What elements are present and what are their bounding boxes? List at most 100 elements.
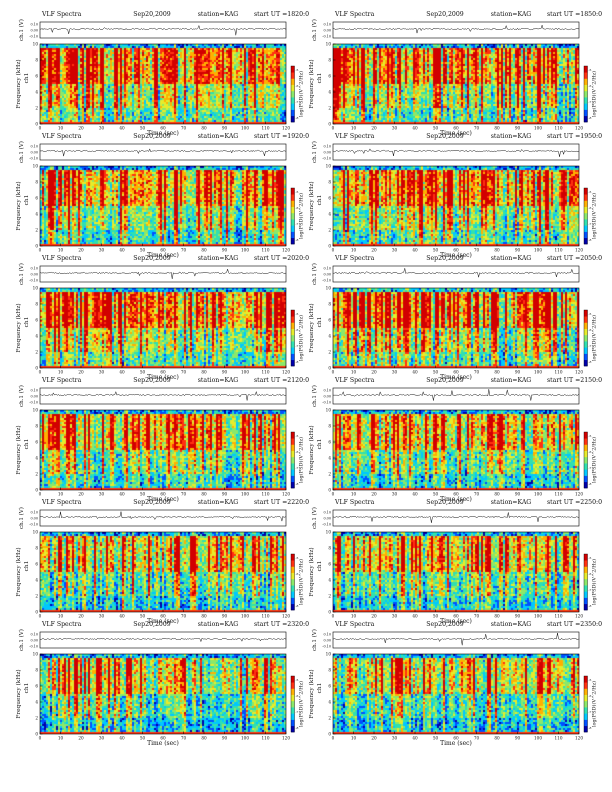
x-tick-label: 110 <box>262 248 270 253</box>
ch-tick-label: 0.00 <box>323 639 331 643</box>
ch-tick-label: -0.10 <box>322 523 331 527</box>
colorbar-label: log(PSD)(V^2/Hz) <box>591 681 598 727</box>
title-label: VLF Spectra <box>334 499 375 506</box>
x-tick-label: 120 <box>575 248 583 253</box>
x-tick-label: 110 <box>555 492 563 497</box>
panel-header: VLF Spectra Sep20,2009 station=KAG start UT… <box>41 133 309 140</box>
panel-svg: VLF Spectra Sep20,2009 station=KAG start UT… <box>15 11 309 137</box>
x-tick-label: 90 <box>222 614 228 619</box>
colorbar-swatch <box>584 682 588 689</box>
panel-header: VLF Spectra Sep20,2009 station=KAG start UT… <box>41 255 309 262</box>
date-label: Sep20,2009 <box>133 499 171 506</box>
ch-axis-label: ch.1 (V) <box>18 385 25 407</box>
colorbar-swatch <box>291 359 295 367</box>
station-label: station=KAG <box>198 11 239 18</box>
ch-tick-label: 0.00 <box>323 517 331 521</box>
colorbar-swatch <box>584 231 588 239</box>
spectrogram-panel: VLF Spectra Sep20,2009 station=KAG start UT… <box>10 8 309 137</box>
x-tick-label: 20 <box>78 248 84 253</box>
x-tick-label: 20 <box>371 614 377 619</box>
x-tick-label: 120 <box>282 248 290 253</box>
x-tick-label: 120 <box>282 736 290 741</box>
channel-trace-line <box>332 389 580 401</box>
colorbar-swatch <box>291 237 295 245</box>
colorbar-tick-label: -7 <box>296 100 299 104</box>
y-tick-label: 10 <box>33 164 39 169</box>
x-tick-label: 50 <box>433 614 439 619</box>
colorbar-label: log(PSD)(V^2/Hz) <box>298 437 305 483</box>
spectrogram-image <box>40 166 286 246</box>
colorbar-swatch <box>584 188 588 195</box>
ch-tick-label: -0.10 <box>29 401 38 405</box>
x-tick-label: 100 <box>534 126 542 131</box>
y-tick-label: 8 <box>328 668 331 673</box>
ch-axis-label: ch.1 (V) <box>311 263 318 285</box>
colorbar-swatch <box>584 591 588 598</box>
colorbar-swatch <box>584 219 588 226</box>
spectrogram-image <box>333 654 579 734</box>
ch-tick-label: 0.00 <box>30 151 38 155</box>
colorbar-swatch <box>291 456 295 464</box>
colorbar-swatch <box>584 200 588 207</box>
title-label: VLF Spectra <box>41 255 82 262</box>
x-tick-label: 100 <box>241 614 249 619</box>
colorbar-frame <box>583 431 588 489</box>
x-axis-label: Time (sec) <box>147 374 179 381</box>
x-tick-label: 70 <box>474 614 480 619</box>
colorbar-tick-label: -5 <box>589 68 592 72</box>
x-tick-label: 110 <box>262 126 270 131</box>
spectrogram-panel: VLF Spectra Sep20,2009 station=KAG start UT… <box>303 8 602 137</box>
x-tick-label: 20 <box>78 614 84 619</box>
x-tick-label: 60 <box>160 370 166 375</box>
y-tick-label: 4 <box>328 578 331 583</box>
colorbar-swatch <box>584 444 588 451</box>
x-tick-label: 110 <box>555 736 563 741</box>
start-time-label: start UT =2020:0 <box>254 255 309 262</box>
colorbar-tick-label: -5 <box>296 556 299 560</box>
colorbar-tick-label: -8 <box>296 726 299 730</box>
spectrogram-image <box>333 166 579 246</box>
y-tick-label: 4 <box>328 212 331 217</box>
x-tick-label: 30 <box>99 492 105 497</box>
x-tick-label: 90 <box>222 248 228 253</box>
station-label: station=KAG <box>198 621 239 628</box>
colorbar-tick-label: -5 <box>296 434 299 438</box>
x-tick-label: 120 <box>575 492 583 497</box>
y-tick-label: 6 <box>35 318 38 323</box>
x-axis-label: Time (sec) <box>147 252 179 259</box>
colorbar-swatch <box>291 713 295 720</box>
x-tick-label: 10 <box>58 492 64 497</box>
y-tick-label: 0 <box>35 122 38 127</box>
channel-label: ch1 <box>317 195 323 206</box>
x-tick-label: 80 <box>494 248 500 253</box>
y-tick-label: 6 <box>35 74 38 79</box>
panel-svg: VLF Spectra Sep20,2009 station=KAG start UT… <box>308 377 602 503</box>
x-tick-label: 10 <box>351 736 357 741</box>
colorbar-swatch <box>291 719 295 727</box>
y-tick-label: 6 <box>35 440 38 445</box>
colorbar-swatch <box>584 585 588 592</box>
colorbar-swatch <box>584 103 588 110</box>
ch-tick-label: -0.10 <box>322 645 331 649</box>
colorbar-tick-label: -7 <box>589 710 592 714</box>
ch-axis-label: ch.1 (V) <box>311 629 318 651</box>
colorbar-tick-label: -7 <box>296 222 299 226</box>
y-tick-label: 2 <box>35 716 38 721</box>
colorbar-swatch <box>584 432 588 439</box>
x-tick-label: 20 <box>371 736 377 741</box>
x-tick-label: 100 <box>241 492 249 497</box>
ch-tick-label: 0.10 <box>30 23 38 27</box>
colorbar-tick-label: -8 <box>296 482 299 486</box>
ch-tick-label: -0.10 <box>322 35 331 39</box>
y-tick-label: 6 <box>328 74 331 79</box>
x-tick-label: 60 <box>160 492 166 497</box>
colorbar-swatch <box>584 115 588 123</box>
ch-tick-label: 0.10 <box>30 389 38 393</box>
colorbar-swatch <box>584 334 588 342</box>
x-tick-label: 50 <box>140 736 146 741</box>
colorbar-swatch <box>584 450 588 458</box>
panel-svg: VLF Spectra Sep20,2009 station=KAG start UT… <box>308 255 602 381</box>
colorbar-swatch <box>291 231 295 239</box>
y-tick-label: 0 <box>35 488 38 493</box>
colorbar-swatch <box>291 194 295 201</box>
